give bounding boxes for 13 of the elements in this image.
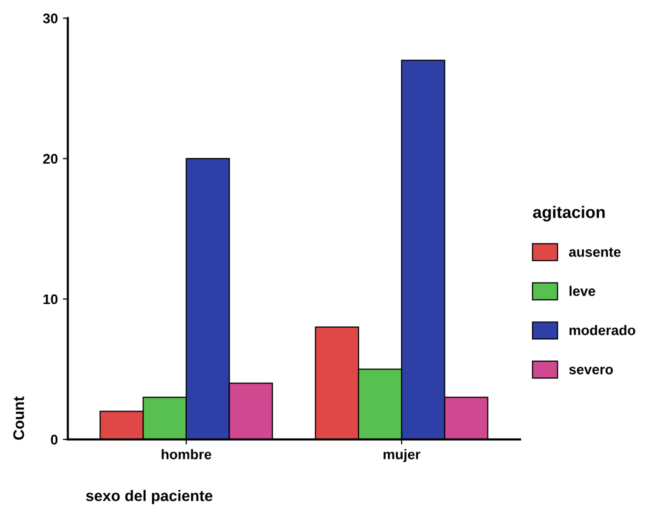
legend-label: ausente (569, 248, 621, 257)
legend-label: moderado (570, 324, 636, 336)
x-axis-title: sexo del paciente (86, 490, 212, 504)
x-tick-label: mujer (384, 449, 420, 462)
y-axis-title: Count (13, 396, 24, 440)
y-tick-label: 20 (43, 154, 58, 164)
x-tick-label: hombre (162, 449, 212, 460)
legend-label: severo (569, 366, 613, 374)
y-tick-label: 0 (50, 434, 58, 445)
legend-label: leve (570, 286, 596, 296)
y-tick-label: 30 (42, 14, 58, 24)
y-tick-label: 10 (44, 294, 58, 304)
legend-title: agitacion (533, 206, 605, 222)
